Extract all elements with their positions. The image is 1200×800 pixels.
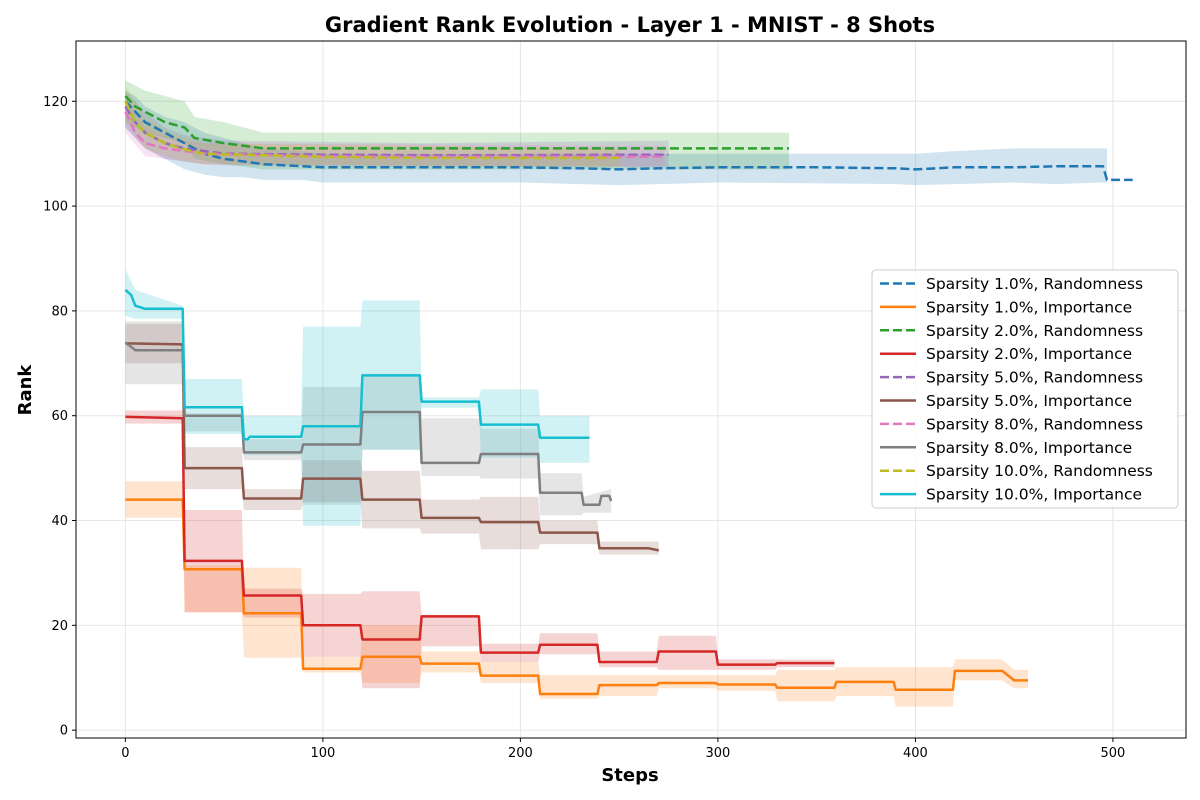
legend-label: Sparsity 10.0%, Importance: [926, 486, 1142, 504]
line-sparsity-8-0-importance: [124, 341, 613, 507]
legend-box: [871, 269, 1179, 509]
line-sparsity-2-0-importance: [125, 415, 835, 666]
legend-label: Sparsity 1.0%, Importance: [926, 298, 1132, 316]
y-axis-title: Rank: [15, 364, 36, 416]
line-sparsity-5-0-importance: [125, 342, 659, 552]
line-sparsity-1-0-randomness: [124, 100, 1133, 182]
band-sparsity-5-0-importance: [125, 324, 659, 555]
legend-label: Sparsity 5.0%, Randomness: [926, 369, 1143, 387]
band-sparsity-10-0-importance: [125, 269, 590, 526]
y-tick-label: 80: [51, 304, 68, 319]
chart-title: Gradient Rank Evolution - Layer 1 - MNIS…: [325, 13, 935, 37]
legend-label: Sparsity 5.0%, Importance: [926, 392, 1132, 410]
legend-label: Sparsity 8.0%, Randomness: [926, 415, 1143, 433]
y-tick-label: 0: [60, 724, 68, 739]
line-sparsity-5-0-randomness: [124, 105, 669, 157]
series-lines: [124, 95, 1133, 696]
legend-label: Sparsity 2.0%, Randomness: [926, 322, 1143, 340]
legend-label: Sparsity 1.0%, Randomness: [926, 275, 1143, 293]
legend-label: Sparsity 8.0%, Importance: [926, 439, 1132, 457]
line-sparsity-2-0-randomness: [124, 95, 789, 150]
x-tick-label: 400: [903, 746, 928, 761]
y-tick-label: 20: [51, 619, 68, 634]
axis-ticks: 0 100 200 300 400 500 0 20 40 60 80 100 120: [43, 95, 1125, 761]
band-sparsity-2-0-randomness: [125, 80, 789, 170]
x-tick-label: 0: [121, 746, 129, 761]
plot-frame: [75, 40, 1187, 739]
x-tick-label: 300: [705, 746, 730, 761]
band-sparsity-1-0-importance: [125, 481, 1028, 707]
x-tick-label: 100: [310, 746, 335, 761]
x-tick-label: 500: [1101, 746, 1126, 761]
legend-label: Sparsity 2.0%, Importance: [926, 345, 1132, 363]
band-sparsity-1-0-randomness: [125, 90, 1107, 186]
x-tick-label: 200: [508, 746, 533, 761]
line-sparsity-10-0-randomness: [124, 100, 620, 160]
legend-label: Sparsity 10.0%, Randomness: [926, 462, 1153, 480]
x-axis-title: Steps: [601, 765, 658, 786]
y-tick-label: 60: [51, 409, 68, 424]
line-sparsity-10-0-importance: [124, 288, 590, 441]
y-tick-label: 40: [51, 514, 68, 529]
legend: Sparsity 1.0%, Randomness Sparsity 1.0%, …: [871, 269, 1179, 509]
y-tick-label: 120: [43, 95, 68, 110]
y-tick-label: 100: [43, 200, 68, 215]
band-sparsity-8-0-importance: [125, 321, 612, 516]
line-sparsity-1-0-importance: [125, 498, 1028, 696]
